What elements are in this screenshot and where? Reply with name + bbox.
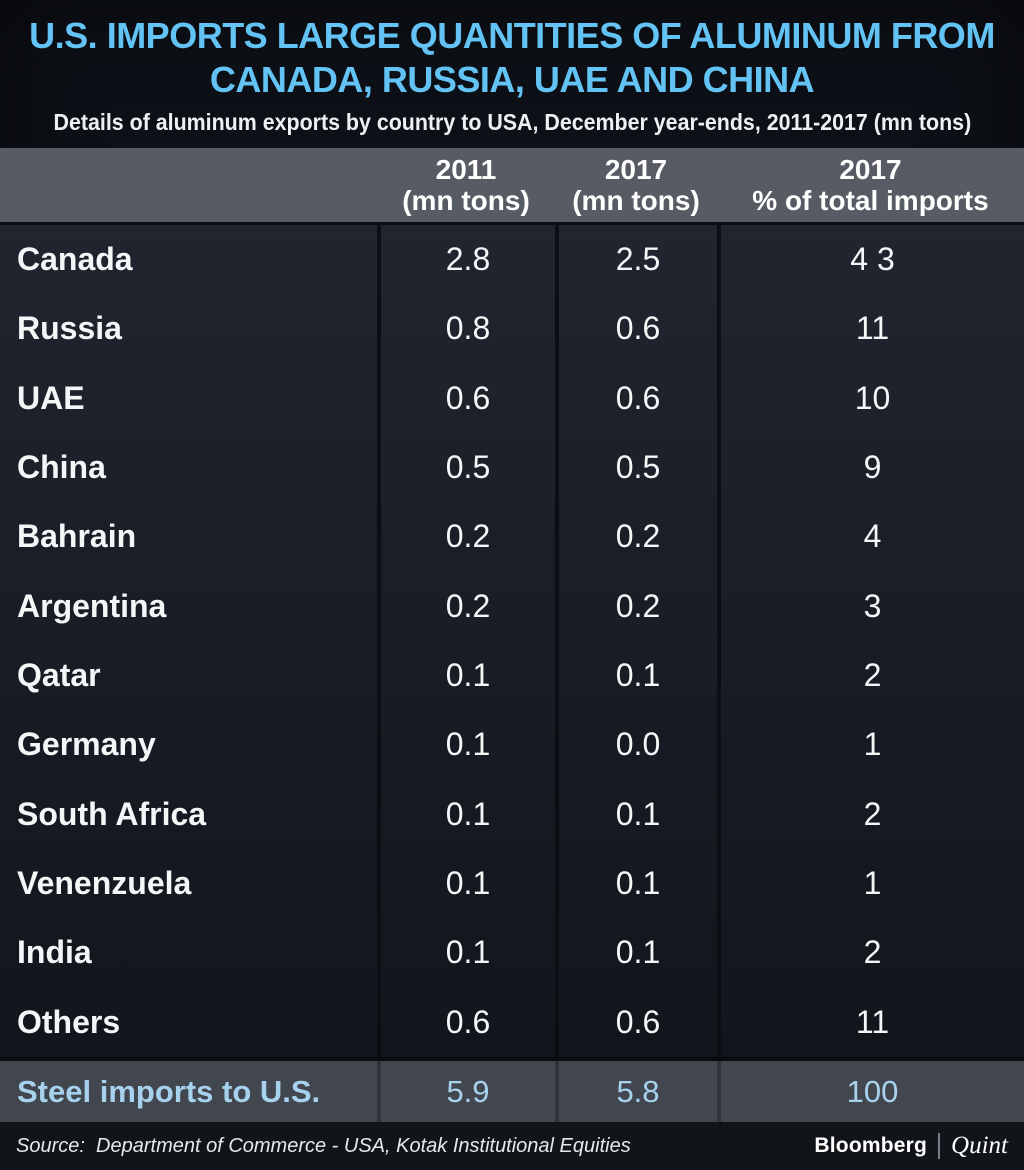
value-2011-cell: 2.8 [377,225,555,295]
value-2017-cell: 0.2 [555,502,717,572]
value-2011-cell: 0.1 [377,640,555,711]
table-row: Germany 0.1 0.0 1 [0,710,1024,780]
brand-divider-line [938,1133,941,1159]
country-cell: Qatar [17,657,101,694]
value-2017-cell: 0.2 [555,571,717,641]
value-2011-cell: 0.5 [377,432,555,503]
header-pct-column: 2017 % of total imports [717,154,1024,216]
steel-imports-total-row: Steel imports to U.S. 5.9 5.8 100 [0,1057,1024,1122]
value-2017-cell: 0.5 [555,432,717,503]
pct-of-imports-cell: 1 [717,848,1024,919]
pct-of-imports-cell: 10 [717,363,1024,433]
table-row: Others 0.6 0.6 11 [0,987,1024,1057]
subtitle: Details of aluminum exports by country t… [53,109,971,135]
country-cell: India [17,934,92,971]
value-2017-cell: 0.1 [555,640,717,711]
pct-of-imports-cell: 9 [717,432,1024,503]
pct-of-imports-cell: 11 [717,294,1024,364]
header-pct-label: % of total imports [752,185,989,216]
pct-of-imports-cell: 3 [717,571,1024,641]
value-2011-cell: 0.1 [377,918,555,988]
value-2011-cell: 0.1 [377,848,555,919]
table-row: Argentina 0.2 0.2 3 [0,571,1024,641]
bloomberg-quint-logo: Bloomberg Quint [814,1132,1008,1160]
header-2017-unit: (mn tons) [572,185,700,216]
pct-of-imports-cell: 4 3 [717,225,1024,295]
value-2011-cell: 0.2 [377,502,555,572]
table-header-row: 2011 (mn tons) 2017 (mn tons) 2017 % of … [0,148,1024,225]
total-2017-cell: 5.8 [555,1061,717,1122]
table-row: South Africa 0.1 0.1 2 [0,779,1024,849]
value-2017-cell: 0.1 [555,918,717,988]
header-2011-column: 2011 (mn tons) [377,154,555,216]
bloomberg-wordmark: Bloomberg [814,1134,928,1157]
country-cell: China [17,449,106,486]
table-row: Russia 0.8 0.6 11 [0,294,1024,364]
value-2011-cell: 0.6 [377,363,555,433]
table-row: Bahrain 0.2 0.2 4 [0,502,1024,572]
page-title-line-2: CANADA, RUSSIA, UAE AND CHINA [209,59,815,100]
page-title-line-1: U.S. IMPORTS LARGE QUANTITIES OF ALUMINU… [29,15,995,56]
country-cell: Bahrain [17,518,137,555]
value-2017-cell: 0.1 [555,779,717,849]
header-2011-unit: (mn tons) [402,185,530,216]
value-2017-cell: 2.5 [555,225,717,295]
country-cell: Germany [17,726,156,763]
country-cell: UAE [17,379,85,416]
source-text: Source: Department of Commerce - USA, Ko… [16,1134,631,1157]
value-2017-cell: 0.6 [555,987,717,1057]
pct-of-imports-cell: 11 [717,987,1024,1057]
country-cell: Argentina [17,587,167,624]
table-body: Canada 2.8 2.5 4 3 Russia 0.8 0.6 11 UAE… [0,225,1024,1057]
value-2011-cell: 0.8 [377,294,555,364]
value-2017-cell: 0.6 [555,294,717,364]
pct-of-imports-cell: 2 [717,779,1024,849]
value-2017-cell: 0.0 [555,710,717,780]
country-cell: Venenzuela [17,865,192,902]
country-cell: Others [17,1003,121,1040]
total-pct-cell: 100 [717,1061,1024,1122]
value-2017-cell: 0.1 [555,848,717,919]
title-block: U.S. IMPORTS LARGE QUANTITIES OF ALUMINU… [0,0,1024,148]
header-pct-year: 2017 [839,154,902,185]
pct-of-imports-cell: 1 [717,710,1024,780]
country-cell: Russia [17,310,122,347]
header-2011-year: 2011 [435,154,497,185]
value-2011-cell: 0.2 [377,571,555,641]
value-2017-cell: 0.6 [555,363,717,433]
value-2011-cell: 0.1 [377,710,555,780]
pct-of-imports-cell: 2 [717,918,1024,988]
country-cell: Canada [17,241,133,278]
table-row: UAE 0.6 0.6 10 [0,363,1024,433]
table-row: India 0.1 0.1 2 [0,918,1024,988]
header-2017-column: 2017 (mn tons) [555,154,717,216]
quint-wordmark: Quint [951,1132,1008,1159]
header-2017-year: 2017 [604,154,668,185]
total-2011-cell: 5.9 [377,1061,555,1122]
source-bar: Source: Department of Commerce - USA, Ko… [0,1122,1024,1170]
table-row: China 0.5 0.5 9 [0,432,1024,503]
table-row: Canada 2.8 2.5 4 3 [0,225,1024,295]
total-row-label: Steel imports to U.S. [17,1073,321,1109]
pct-of-imports-cell: 4 [717,502,1024,572]
pct-of-imports-cell: 2 [717,640,1024,711]
value-2011-cell: 0.6 [377,987,555,1057]
value-2011-cell: 0.1 [377,779,555,849]
country-cell: South Africa [17,795,207,832]
table-row: Qatar 0.1 0.1 2 [0,640,1024,711]
table-row: Venenzuela 0.1 0.1 1 [0,848,1024,919]
